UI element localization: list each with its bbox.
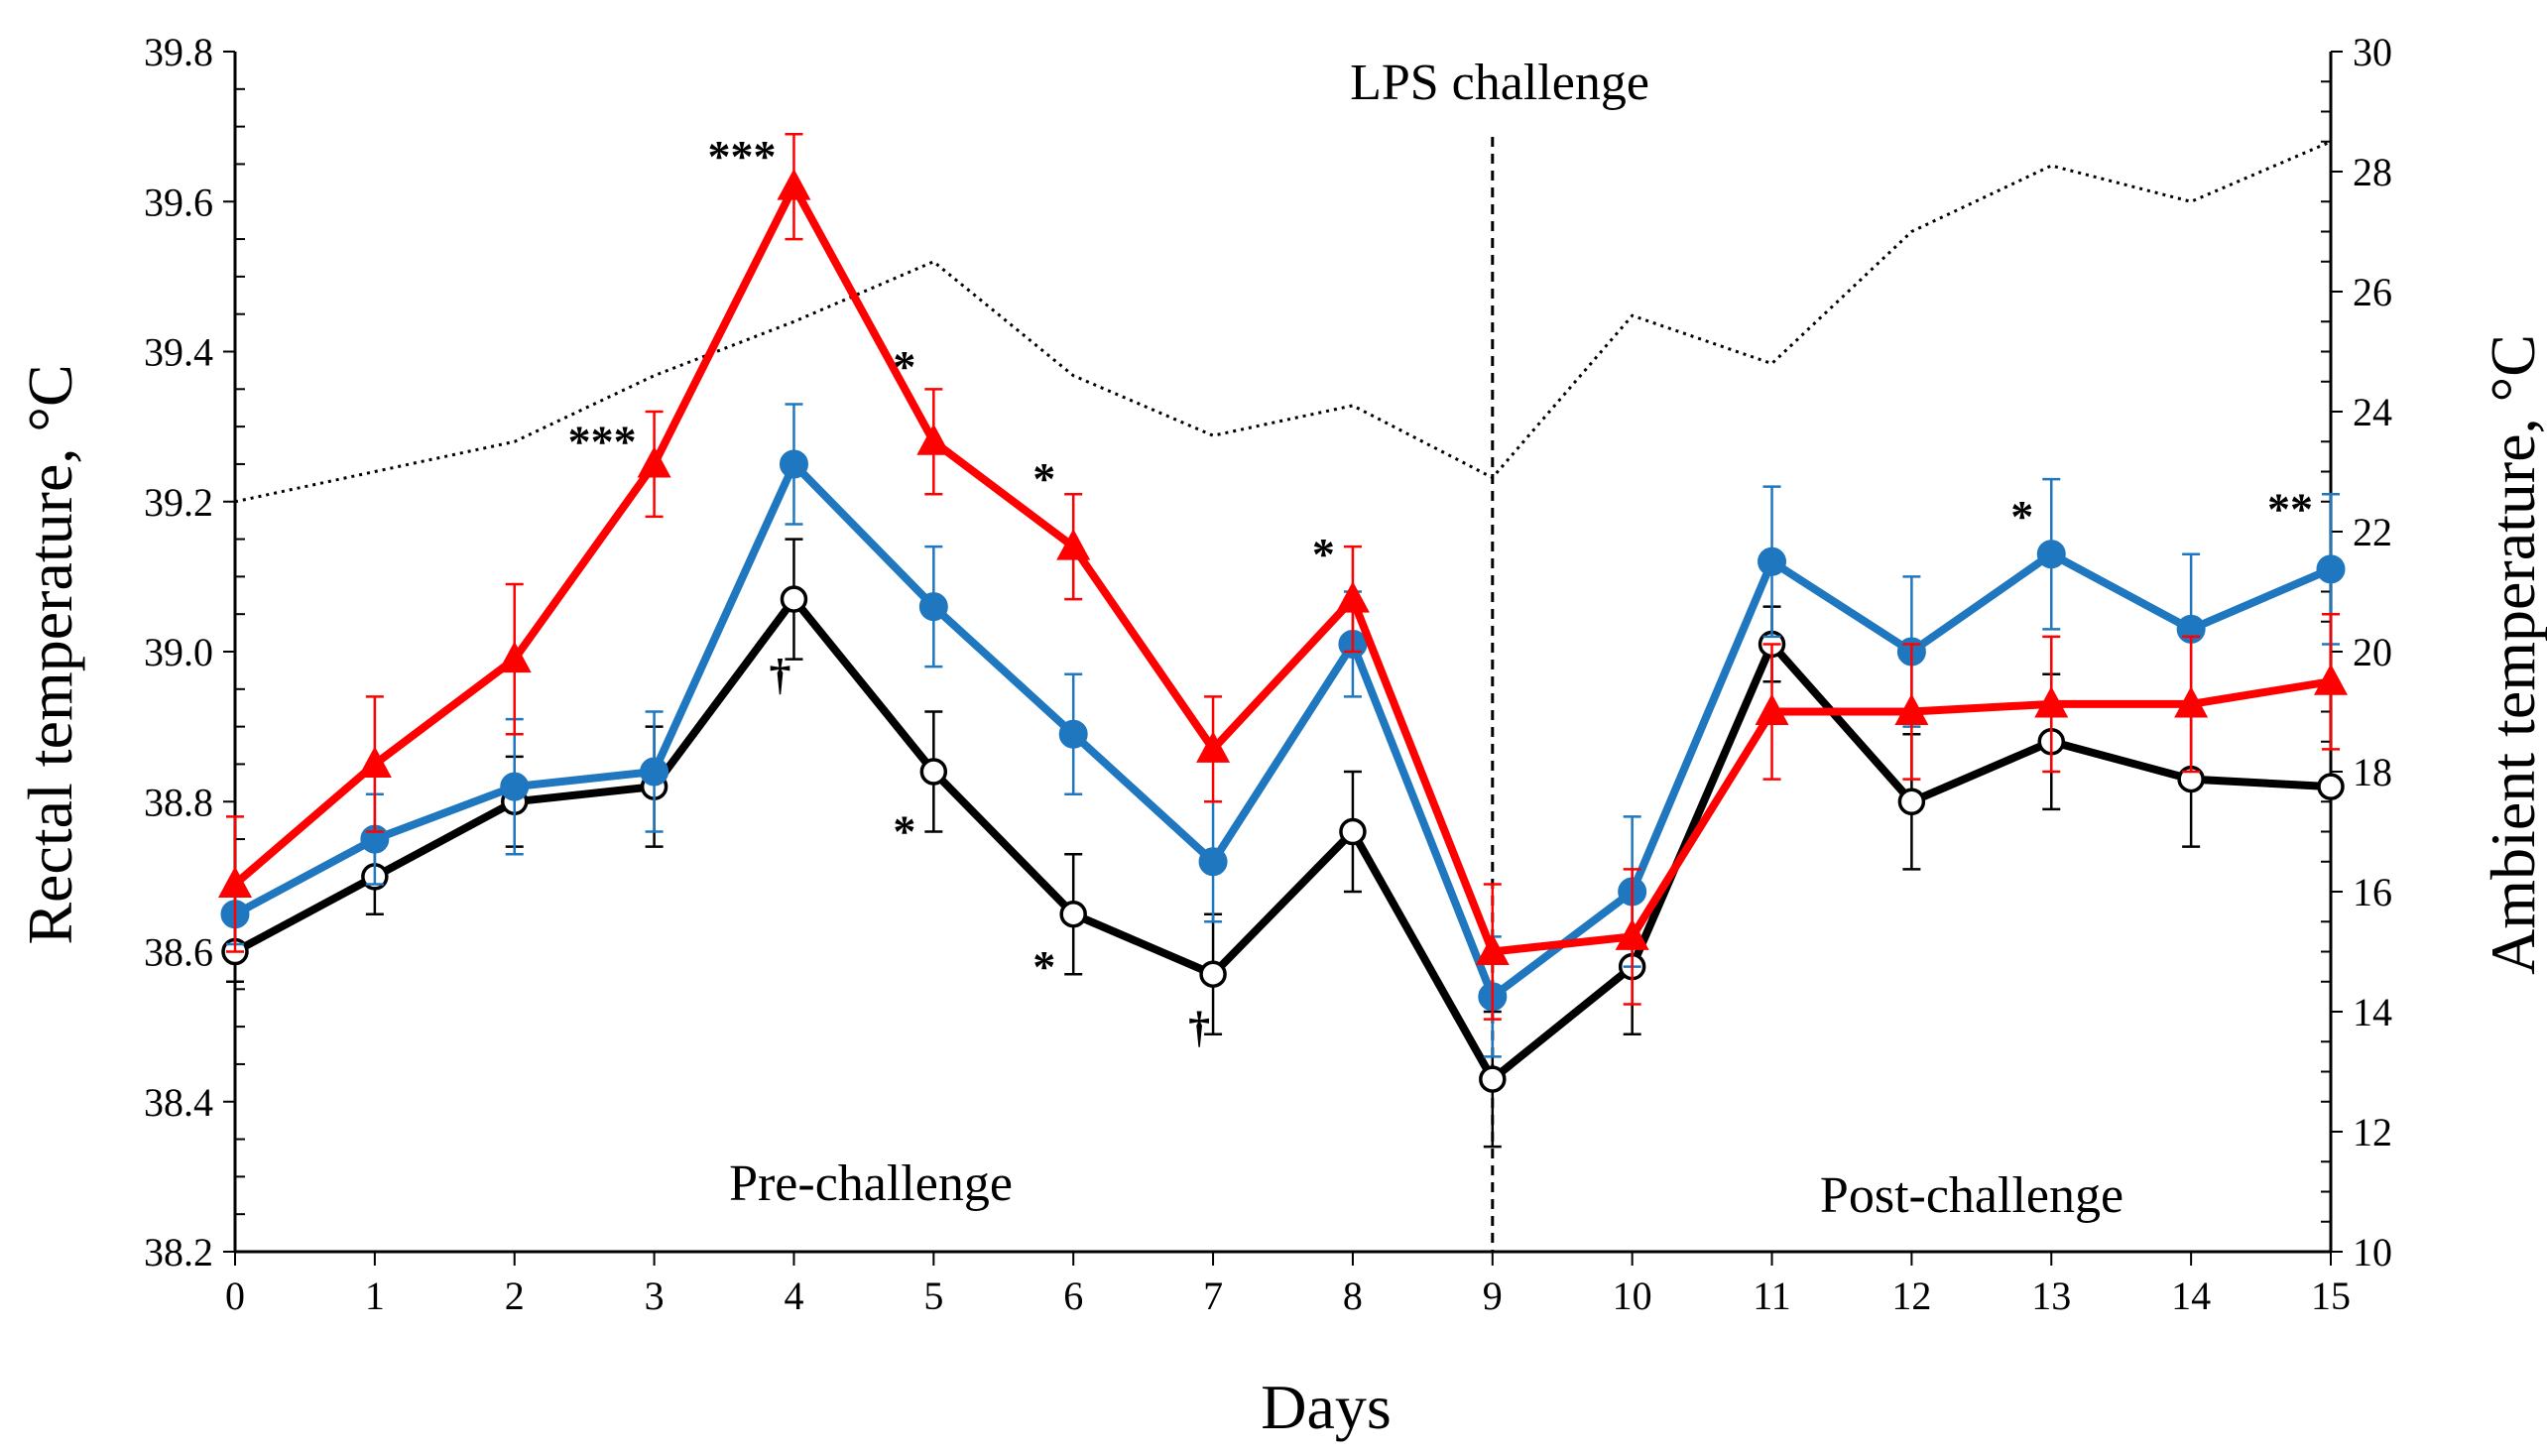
data-point (1479, 1065, 1507, 1093)
data-point (2316, 554, 2346, 584)
data-point (1335, 581, 1370, 613)
dagger-marker: † (1188, 1003, 1210, 1051)
y2-tick-label: 10 (2353, 1230, 2392, 1274)
significance-marker: * (1032, 941, 1055, 992)
x-tick-label: 11 (1753, 1274, 1791, 1318)
y-tick-label: 39.0 (144, 630, 213, 674)
data-point (497, 641, 532, 673)
x-tick-label: 0 (225, 1274, 245, 1318)
y2-tick-label: 12 (2353, 1110, 2392, 1154)
x-axis-label: Days (1261, 1372, 1392, 1442)
series-line (233, 595, 2332, 1084)
significance-marker: * (893, 341, 915, 392)
data-point (1199, 960, 1227, 988)
pre-challenge-label: Pre-challenge (729, 1155, 1013, 1212)
lps-challenge-label: LPS challenge (1350, 55, 1649, 111)
y2-tick-label: 18 (2353, 750, 2392, 794)
data-point (1758, 546, 1787, 576)
data-point (918, 592, 948, 622)
x-tick-label: 6 (1063, 1274, 1083, 1318)
y-tick-label: 38.6 (144, 930, 213, 975)
data-point (1615, 918, 1649, 950)
data-point (357, 746, 392, 778)
data-point (2314, 664, 2348, 695)
y-tick-label: 39.6 (144, 180, 213, 224)
x-tick-label: 7 (1203, 1274, 1223, 1318)
y2-tick-label: 26 (2353, 270, 2392, 314)
data-point (1196, 731, 1231, 763)
data-point (916, 424, 951, 455)
significance-marker: ** (2267, 483, 2313, 534)
y-tick-label: 38.8 (144, 780, 213, 824)
data-point (2034, 685, 2069, 718)
post-challenge-label: Post-challenge (1820, 1167, 2123, 1224)
x-tick-label: 8 (1343, 1274, 1363, 1318)
y2-tick-label: 30 (2353, 30, 2392, 74)
x-tick-label: 3 (645, 1274, 665, 1318)
y2-tick-label: 28 (2353, 150, 2392, 194)
data-point (2036, 540, 2066, 569)
significance-marker: * (1032, 453, 1055, 504)
data-point (779, 449, 808, 479)
series-group (234, 140, 2332, 504)
y-tick-label: 39.4 (144, 330, 213, 375)
y2-tick-label: 20 (2353, 630, 2392, 674)
x-tick-label: 4 (784, 1274, 803, 1318)
series-group (221, 538, 2345, 1149)
data-point (777, 169, 811, 200)
significance-marker: *** (568, 416, 637, 466)
data-point (1755, 693, 1789, 725)
x-tick-label: 2 (505, 1274, 525, 1318)
data-point (1475, 933, 1510, 965)
y2-tick-label: 24 (2353, 390, 2392, 434)
y-tick-label: 38.4 (144, 1080, 213, 1125)
dagger-marker: † (769, 651, 790, 699)
x-tick-label: 5 (923, 1274, 943, 1318)
significance-marker: * (893, 806, 915, 857)
x-tick-label: 9 (1483, 1274, 1503, 1318)
y2-tick-label: 22 (2353, 510, 2392, 554)
y2-axis-label: Ambient temperature, °C (2478, 334, 2547, 975)
x-tick-label: 1 (365, 1274, 385, 1318)
data-point (2317, 773, 2345, 800)
data-point (1056, 529, 1091, 560)
data-point (637, 445, 671, 478)
data-point (1897, 788, 1926, 815)
y-axis-label: Rectal temperature, °C (15, 364, 85, 944)
data-point (500, 772, 530, 801)
data-point (1058, 719, 1088, 749)
x-tick-label: 12 (1891, 1274, 1931, 1318)
data-point (919, 758, 948, 786)
y-tick-label: 39.8 (144, 30, 213, 74)
y2-tick-label: 14 (2353, 990, 2392, 1034)
y-tick-label: 38.2 (144, 1230, 213, 1274)
significance-marker: * (2010, 491, 2033, 542)
data-point (640, 757, 669, 787)
y2-tick-label: 16 (2353, 870, 2392, 914)
series-line (232, 182, 2332, 956)
x-tick-label: 14 (2171, 1274, 2211, 1318)
data-point (2174, 685, 2209, 718)
data-point (1059, 900, 1087, 928)
significance-marker: *** (707, 131, 776, 182)
data-point (1339, 817, 1367, 846)
ambient-temperature-line (234, 140, 2332, 504)
data-point (780, 585, 808, 613)
y-tick-label: 39.2 (144, 480, 213, 525)
x-tick-label: 13 (2031, 1274, 2071, 1318)
series-group (218, 132, 2348, 1021)
x-tick-label: 10 (1613, 1274, 1652, 1318)
x-tick-label: 15 (2311, 1274, 2351, 1318)
data-point (1894, 693, 1929, 725)
data-point (218, 866, 252, 898)
data-point (1198, 847, 1228, 877)
series-line (233, 459, 2333, 1001)
significance-marker: * (1312, 529, 1335, 579)
